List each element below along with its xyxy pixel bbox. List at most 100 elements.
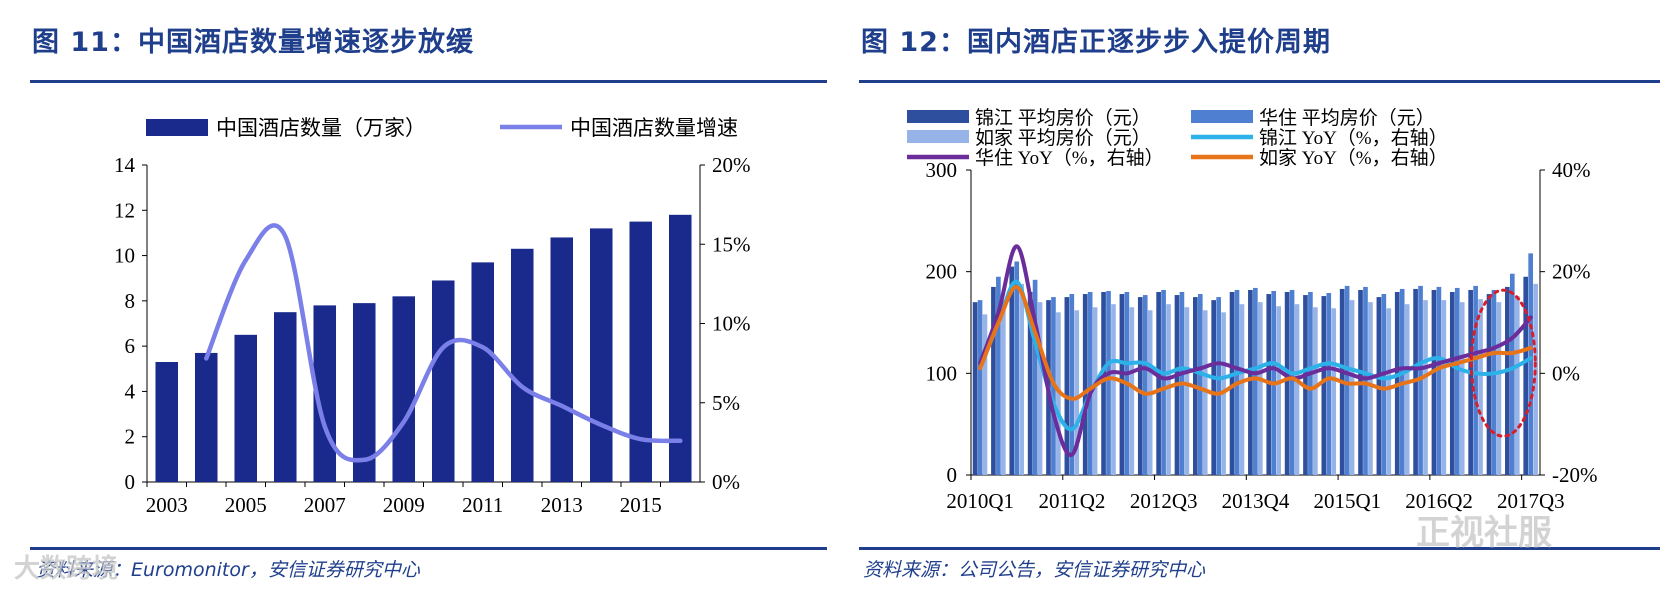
bar-huazhu-avg-price [1032, 279, 1038, 475]
legend-label-jinjiang-yoy: 锦江 YoY（%，右轴） [1259, 127, 1448, 149]
bar-rujia-avg-price [1441, 300, 1447, 475]
bar-rujia-avg-price [1184, 307, 1190, 475]
bar-jinjiang-avg-price [1468, 289, 1473, 475]
bar-huazhu-avg-price [1344, 285, 1350, 475]
bar-huazhu-avg-price [1491, 289, 1497, 475]
bar-jinjiang-avg-price [1101, 292, 1106, 475]
bar-rujia-avg-price [1129, 307, 1135, 475]
bar-rujia-avg-price [1111, 304, 1116, 475]
bar-jinjiang-avg-price [1156, 292, 1161, 475]
figure-12-title: 图 12：国内酒店正逐步步入提价周期 [861, 27, 1331, 58]
legend-swatch-hotel-count [146, 119, 208, 136]
left-axis-tick-label: 12 [114, 198, 135, 222]
bar-huazhu-avg-price [1197, 294, 1203, 475]
figure-12-panel: 图 12：国内酒店正逐步步入提价周期 0 100 200 300 -20% 0% 20% 40… [835, 0, 1670, 596]
bar-rujia-avg-price [1349, 300, 1355, 475]
bar-rujia-avg-price [1037, 302, 1043, 475]
bar-rujia-avg-price [1166, 304, 1171, 475]
bar-rujia-avg-price [1019, 283, 1025, 475]
right-axis-tick-label: 10% [712, 312, 751, 336]
bar-hotel-count [155, 361, 179, 482]
figure-11-source: 资料来源：Euromonitor，安信证券研究中心 [36, 559, 420, 581]
bar-rujia-avg-price [1074, 310, 1080, 475]
left-axis-tick-label: 6 [125, 334, 136, 358]
left-axis-tick-label: 2 [125, 425, 136, 449]
figure-12-bottom-rule [859, 547, 1660, 550]
bar-huazhu-avg-price [1106, 290, 1111, 475]
bar-huazhu-avg-price [996, 276, 1001, 475]
bar-hotel-count [273, 312, 297, 482]
bar-huazhu-avg-price [1528, 253, 1534, 475]
line-huazhu-yoy [978, 244, 1533, 457]
bar-jinjiang-avg-price [1229, 292, 1235, 475]
bar-hotel-count [352, 303, 376, 482]
x-axis-tick-label: 2005 [225, 493, 267, 517]
left-axis-tick-label: 100 [926, 361, 958, 385]
bar-rujia-avg-price [1404, 304, 1410, 475]
bar-rujia-avg-price [1368, 302, 1373, 475]
legend-label-rujia-yoy: 如家 YoY（%，右轴） [1259, 147, 1448, 169]
bar-hotel-count [589, 228, 613, 482]
figure-11-panel: 图 11：中国酒店数量增速逐步放缓 0 2 4 6 8 10 12 14 0% 5% 10% 15% 2… [30, 27, 827, 581]
x-axis-tick-label: 2013Q4 [1222, 489, 1290, 513]
bar-rujia-avg-price [1313, 307, 1318, 475]
legend-swatch-jinjiang-avg-price [907, 110, 969, 123]
bar-huazhu-avg-price [1436, 286, 1442, 475]
bar-rujia-avg-price [1001, 300, 1006, 475]
watermark-right: 正视社服 [1416, 513, 1552, 553]
bar-huazhu-avg-price [1509, 273, 1515, 475]
bar-jinjiang-avg-price [1082, 294, 1088, 475]
bar-huazhu-avg-price [1289, 289, 1295, 475]
right-axis-tick-label: 20% [1552, 260, 1591, 284]
x-axis-tick-label: 2017Q3 [1497, 489, 1565, 513]
right-axis-tick-label: 15% [712, 232, 751, 256]
left-axis-tick-label: 14 [114, 153, 136, 177]
bar-rujia-avg-price [1056, 312, 1061, 475]
bar-rujia-avg-price [1496, 302, 1502, 475]
bar-hotel-count [550, 237, 574, 482]
bar-huazhu-avg-price [1326, 293, 1332, 475]
bar-huazhu-avg-price [1454, 287, 1460, 475]
x-axis-tick-label: 2003 [146, 493, 188, 517]
right-axis-tick-label: -20% [1552, 463, 1598, 487]
legend-label-rujia-avg-price: 如家 平均房价（元） [975, 127, 1151, 149]
bar-huazhu-avg-price [1161, 289, 1166, 475]
legend-label-hotel-growth: 中国酒店数量增速 [570, 116, 738, 140]
bar-huazhu-avg-price [1363, 286, 1368, 475]
left-axis-tick-label: 4 [125, 379, 136, 403]
figure-11-chart: 0 2 4 6 8 10 12 14 0% 5% 10% 15% 20% 2003 2005 2007 2009… [114, 116, 751, 517]
x-axis-tick-label: 2009 [383, 493, 425, 517]
bar-huazhu-avg-price [1142, 295, 1148, 475]
right-axis-tick-label: 20% [712, 153, 751, 177]
figure-11-bottom-rule [30, 547, 827, 550]
line-rujia-yoy [978, 284, 1533, 401]
bar-rujia-avg-price [1257, 302, 1263, 475]
bar-huazhu-avg-price [1087, 292, 1093, 475]
bar-jinjiang-avg-price [1449, 292, 1455, 475]
bar-hotel-count [392, 296, 416, 482]
bar-huazhu-avg-price [1014, 261, 1020, 475]
figure-12-top-rule [859, 80, 1660, 83]
bar-rujia-avg-price [1202, 310, 1208, 475]
bar-hotel-count [194, 352, 218, 482]
figure-12-chart: 0 100 200 300 -20% 0% 20% 40% 2010Q1 2011Q2 2012Q3… [907, 107, 1598, 513]
x-axis-tick-label: 2011 [462, 493, 503, 517]
bar-rujia-avg-price [1331, 308, 1337, 475]
bar-hotel-count [668, 214, 692, 483]
figure-12-source: 资料来源：公司公告，安信证券研究中心 [863, 559, 1206, 581]
bar-huazhu-avg-price [1381, 294, 1387, 475]
bar-jinjiang-avg-price [1505, 286, 1510, 475]
x-axis-tick-label: 2015Q1 [1313, 489, 1381, 513]
left-axis-tick-label: 200 [926, 260, 958, 284]
left-axis-tick-label: 8 [125, 289, 136, 313]
bar-huazhu-avg-price [1253, 287, 1258, 475]
bar-rujia-avg-price [1459, 302, 1465, 475]
bar-rujia-avg-price [1423, 300, 1428, 475]
bar-jinjiang-avg-price [1119, 294, 1125, 475]
bar-jinjiang-avg-price [991, 286, 996, 475]
x-axis-tick-label: 2012Q3 [1130, 489, 1198, 513]
x-axis-tick-label: 2015 [620, 493, 662, 517]
legend-label-hotel-count: 中国酒店数量（万家） [216, 116, 426, 140]
bar-rujia-avg-price [1294, 304, 1300, 475]
bar-jinjiang-avg-price [1027, 292, 1033, 475]
